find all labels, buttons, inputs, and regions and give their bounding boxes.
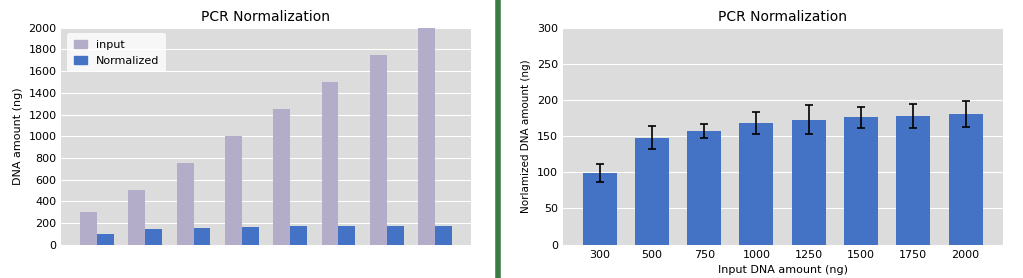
Bar bbox=[844, 117, 878, 245]
Bar bbox=[128, 190, 145, 245]
Bar bbox=[145, 229, 162, 245]
Legend: input, Normalized: input, Normalized bbox=[66, 33, 166, 72]
Bar bbox=[792, 120, 826, 245]
X-axis label: Input DNA amount (ng): Input DNA amount (ng) bbox=[717, 265, 848, 275]
Y-axis label: DNA amount (ng): DNA amount (ng) bbox=[13, 87, 23, 185]
Bar bbox=[635, 138, 669, 245]
Bar bbox=[291, 226, 307, 245]
Bar bbox=[177, 163, 193, 245]
Bar bbox=[339, 226, 355, 245]
Bar bbox=[435, 226, 452, 245]
Bar bbox=[896, 116, 930, 245]
Bar bbox=[80, 212, 97, 245]
Bar bbox=[948, 114, 982, 245]
Y-axis label: Norlamized DNA amount (ng): Norlamized DNA amount (ng) bbox=[521, 59, 531, 213]
Bar bbox=[583, 173, 617, 245]
Title: PCR Normalization: PCR Normalization bbox=[718, 10, 847, 24]
Title: PCR Normalization: PCR Normalization bbox=[202, 10, 330, 24]
Bar bbox=[241, 227, 259, 245]
Bar bbox=[193, 228, 211, 245]
Bar bbox=[687, 131, 721, 245]
Bar bbox=[225, 136, 241, 245]
Bar bbox=[418, 28, 435, 245]
Bar bbox=[97, 234, 114, 245]
Bar bbox=[370, 55, 387, 245]
Bar bbox=[321, 82, 339, 245]
Bar bbox=[387, 226, 404, 245]
Bar bbox=[740, 123, 773, 245]
Bar bbox=[273, 109, 291, 245]
